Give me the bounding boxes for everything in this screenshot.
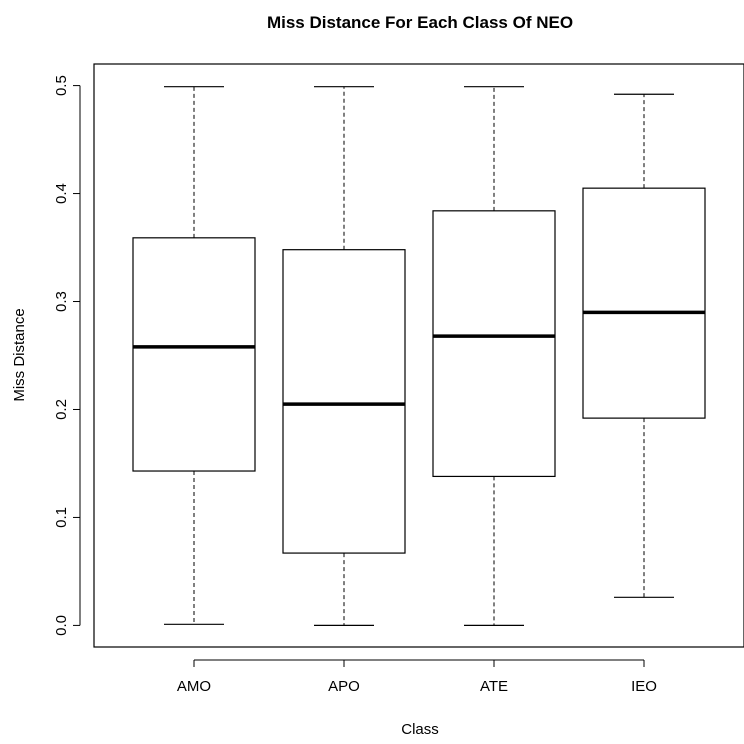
y-tick-label: 0.5 xyxy=(53,75,70,96)
y-tick-label: 0.2 xyxy=(53,399,70,420)
y-tick-label: 0.1 xyxy=(53,507,70,528)
iqr-box xyxy=(282,249,406,554)
iqr-box xyxy=(582,187,706,419)
y-tick-label: 0.0 xyxy=(53,615,70,636)
y-tick-label: 0.4 xyxy=(53,183,70,204)
x-tick-label-apo: APO xyxy=(328,678,360,695)
iqr-box xyxy=(432,210,556,478)
x-axis-title: Class xyxy=(401,721,439,738)
y-axis-title: Miss Distance xyxy=(11,308,28,401)
x-tick-label-ieo: IEO xyxy=(631,678,657,695)
x-tick-label-ate: ATE xyxy=(480,678,508,695)
x-axis: AMO APO ATE IEO xyxy=(177,659,657,695)
box-ieo xyxy=(582,93,706,598)
plot-frame xyxy=(93,63,744,648)
y-tick-label: 0.3 xyxy=(53,291,70,312)
box-apo xyxy=(282,86,406,627)
box-amo xyxy=(132,86,256,625)
iqr-box xyxy=(132,237,256,472)
box-ate xyxy=(432,86,556,627)
chart-title: Miss Distance For Each Class Of NEO xyxy=(267,13,573,32)
boxes-layer xyxy=(132,86,706,627)
x-tick-label-amo: AMO xyxy=(177,678,211,695)
y-axis: 0.0 0.1 0.2 0.3 0.4 0.5 xyxy=(53,75,81,636)
